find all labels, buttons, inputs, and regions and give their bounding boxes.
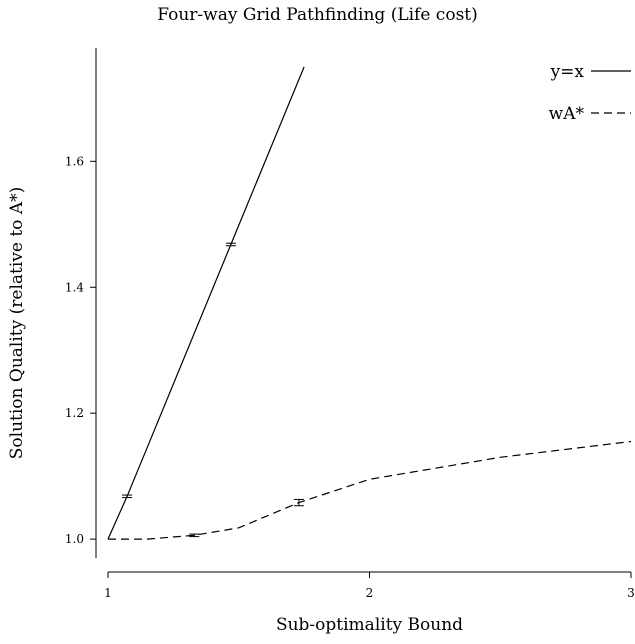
x-tick-label: 2 (366, 586, 374, 600)
y-tick-label: 1.4 (65, 280, 84, 294)
chart-title: Four-way Grid Pathfinding (Life cost) (157, 5, 478, 25)
error-bar (189, 533, 200, 538)
error-bar (225, 242, 236, 247)
y-axis-title: Solution Quality (relative to A*) (7, 187, 27, 459)
ticks: 1.0 1.2 1.4 1.6 1 2 3 (65, 154, 635, 600)
legend: y=x wA* (549, 62, 631, 124)
legend-label: y=x (550, 62, 585, 82)
series-line-2 (108, 440, 632, 540)
y-tick-label: 1.2 (65, 406, 84, 420)
error-bar (293, 498, 304, 507)
y-tick-label: 1.0 (65, 532, 84, 546)
x-tick-label: 3 (627, 586, 635, 600)
x-axis-title: Sub-optimality Bound (276, 615, 463, 635)
series-group (107, 66, 632, 540)
series-line-1 (107, 66, 305, 540)
error-bar (122, 494, 133, 499)
legend-label: wA* (549, 104, 585, 124)
axes (95, 48, 631, 573)
x-tick-label: 1 (104, 586, 112, 600)
y-tick-label: 1.6 (65, 154, 84, 168)
